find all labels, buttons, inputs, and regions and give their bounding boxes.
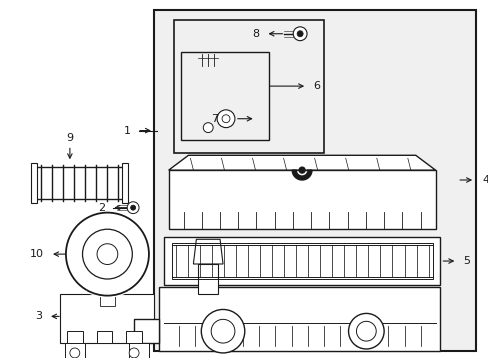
Text: 4: 4 [481, 175, 488, 185]
Circle shape [348, 314, 384, 349]
Text: 1: 1 [124, 126, 131, 136]
Bar [171, 243, 432, 279]
Circle shape [70, 348, 80, 358]
Circle shape [211, 319, 234, 343]
Bar [163, 237, 440, 285]
Circle shape [66, 213, 149, 296]
Circle shape [82, 229, 132, 279]
Wedge shape [292, 170, 311, 180]
Bar [134, 319, 159, 343]
Circle shape [130, 205, 135, 210]
Polygon shape [193, 239, 223, 264]
Circle shape [127, 202, 139, 213]
Bar [173, 20, 323, 153]
Circle shape [97, 244, 118, 265]
Bar [96, 331, 112, 343]
Circle shape [203, 123, 213, 132]
Circle shape [201, 310, 244, 353]
Bar [129, 343, 149, 358]
Bar [31, 163, 37, 203]
Text: 7: 7 [210, 114, 218, 124]
Bar [126, 331, 142, 343]
Text: 2: 2 [98, 203, 105, 213]
Polygon shape [198, 264, 218, 294]
Text: 3: 3 [35, 311, 42, 321]
Bar [100, 296, 115, 306]
Text: 6: 6 [312, 81, 319, 91]
Text: 5: 5 [462, 256, 469, 266]
Bar [60, 294, 154, 343]
Bar [154, 10, 475, 351]
Circle shape [297, 31, 303, 37]
Bar [67, 331, 82, 343]
Polygon shape [168, 155, 435, 170]
Circle shape [293, 27, 306, 41]
Circle shape [356, 321, 375, 341]
Text: 10: 10 [30, 249, 44, 259]
Text: 9: 9 [66, 134, 73, 144]
Bar [122, 163, 128, 203]
Circle shape [222, 115, 229, 123]
Circle shape [129, 348, 139, 358]
Bar [159, 287, 440, 351]
Bar [180, 51, 269, 140]
Text: 8: 8 [252, 29, 259, 39]
Bar [65, 343, 84, 358]
Circle shape [299, 167, 305, 173]
Polygon shape [168, 170, 435, 229]
Circle shape [217, 110, 234, 128]
